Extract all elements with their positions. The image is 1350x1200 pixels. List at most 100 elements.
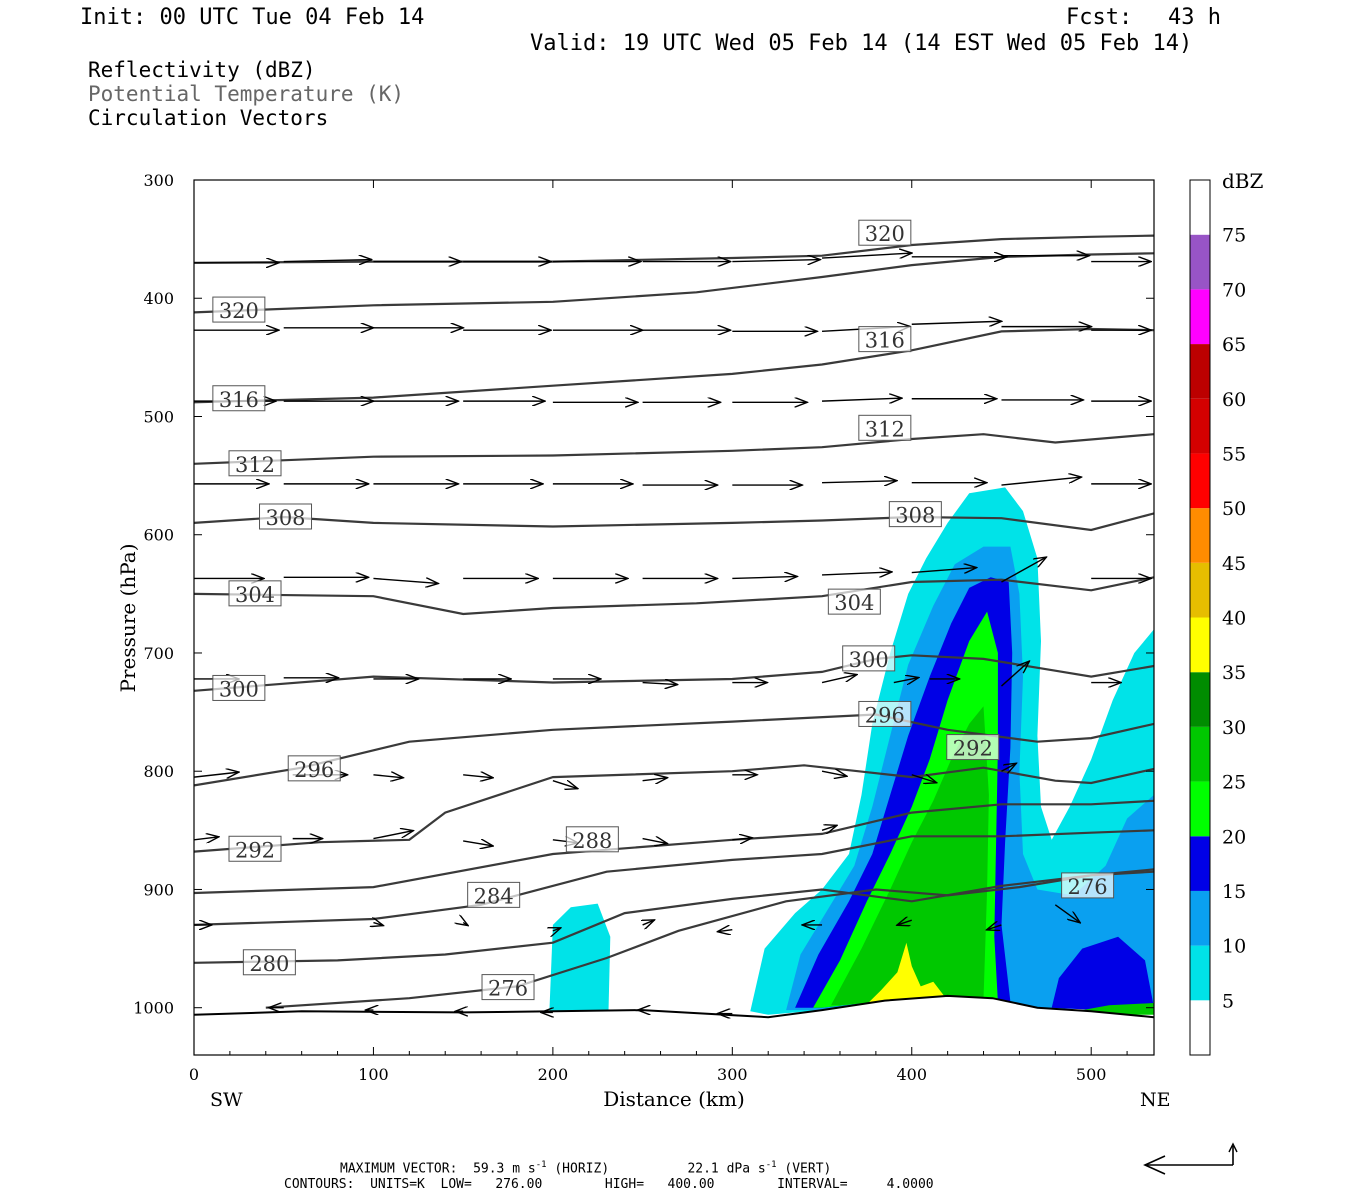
contour-label-text: 296 [294,758,334,782]
reflectivity-cell [1051,936,1154,1011]
circulation-vector [893,678,919,683]
contour-label-text: 308 [895,504,935,528]
contour-label-text: 280 [249,952,289,976]
circulation-vector [911,568,977,573]
y-tick-label: 800 [143,762,174,781]
contour-label-box [212,296,266,323]
colorbar-label: 5 [1222,990,1234,1012]
circulation-vector [373,578,438,583]
x-tick-label: 100 [358,1065,389,1084]
contour-label-text: 296 [865,703,905,727]
terrain-mask [194,995,1154,1055]
horiz-suffix: (HORIZ) [554,1161,610,1177]
theta-contours [194,234,1154,1019]
reference-vector-icon [1143,1142,1238,1175]
contour-label-box [228,450,282,477]
circulation-vector [642,683,678,685]
circulation-vector [986,925,1002,930]
colorbar-segment [1190,781,1210,837]
theta-contour-line [194,327,1154,404]
contour-label: 320 [212,296,266,323]
reflectivity-cell [831,706,989,1006]
contour-label: 300 [842,645,896,672]
contour-label: 276 [1061,872,1115,899]
contour-label: 304 [827,588,881,615]
y-axis-label: Pressure (hPa) [116,544,140,693]
y-tick-label: 700 [143,644,174,663]
contour-label-text: 320 [219,299,259,323]
theta-contour-line [194,234,1154,264]
max-vector-label: MAXIMUM VECTOR: [340,1161,458,1177]
contour-label: 284 [467,881,521,908]
x-axis-label: Distance (km) [603,1087,745,1111]
contour-label-text: 292 [953,737,993,761]
field-title-vectors: Circulation Vectors [88,106,329,130]
colorbar-segment [1190,617,1210,673]
max-vector-vert: 22.1 [687,1161,719,1177]
contour-label: 320 [858,219,912,246]
x-tick-label: 300 [717,1065,748,1084]
contour-label-box [827,588,881,615]
circulation-vector [1001,477,1081,486]
contour-label: 308 [259,503,313,530]
plot-frame [193,179,1155,1056]
contour-label: 316 [212,385,266,412]
x-tick-label: 200 [538,1065,569,1084]
forecast-hour: 43 h [1168,5,1221,30]
contour-label-box [228,580,282,607]
circulation-vector [732,576,797,578]
y-tick-label: 600 [143,526,174,545]
colorbar-segment [1190,180,1210,235]
circulation-vector [1001,557,1046,583]
y-tick-label: 1000 [133,999,174,1018]
colorbar-label: 50 [1222,498,1246,520]
colorbar-label: 45 [1222,553,1246,575]
contour-label: 312 [858,414,912,441]
colorbar-label: 30 [1222,717,1246,739]
x-end-right: NE [1140,1089,1171,1111]
y-tick-label: 300 [143,171,174,190]
contour-label-text: 320 [865,222,905,246]
circulation-vector [373,831,413,840]
circulation-vector [552,781,578,789]
contour-label-box [946,734,1000,761]
colorbar-segment [1190,508,1210,563]
contour-label: 316 [858,326,912,353]
contour-label-text: 276 [1068,875,1108,899]
theta-contour-line [194,829,1154,926]
y-tick-label: 400 [143,289,174,308]
colorbar-segment [1190,945,1210,1001]
circulation-vector [821,253,912,258]
circulation-vector [373,923,383,926]
x-tick-label: 500 [1076,1065,1107,1084]
colorbar-frame [1189,179,1211,1056]
contour-label-text: 276 [488,977,528,1001]
contour-label-box [481,974,535,1001]
circulation-vector [373,775,403,778]
theta-contour-line [194,576,1154,616]
contour-label-box [1061,872,1115,899]
x-tick-label: 0 [189,1065,199,1084]
forecast-label: Fcst: [1066,5,1133,30]
circulation-vector [283,260,372,262]
contour-label-box [858,700,912,727]
circulation-vector [897,920,912,925]
field-title-reflectivity: Reflectivity (dBZ) [88,58,316,82]
reflectivity-cell [549,903,611,1014]
colorbar-segment [1190,234,1210,290]
colorbar-label: 65 [1222,334,1246,356]
contour-label: 292 [228,835,282,862]
colorbar-segment [1190,289,1210,345]
circulation-vector [911,775,937,783]
contour-label-text: 300 [849,648,889,672]
colorbar-segment [1190,398,1210,454]
contour-label-text: 308 [265,506,305,530]
footer-contours: CONTOURS: UNITS=K LOW= 276.00 HIGH= 400.… [284,1177,934,1192]
x-tick-label: 400 [896,1065,927,1084]
circulation-vector [717,930,733,932]
contour-label: 288 [565,826,619,853]
contour-label-box [858,219,912,246]
axes: 0 100 200 300 400 500 300 400 500 600 700 800 900 100… [133,171,1154,1084]
contour-label-text: 316 [219,388,259,412]
contour-label: 304 [228,580,282,607]
